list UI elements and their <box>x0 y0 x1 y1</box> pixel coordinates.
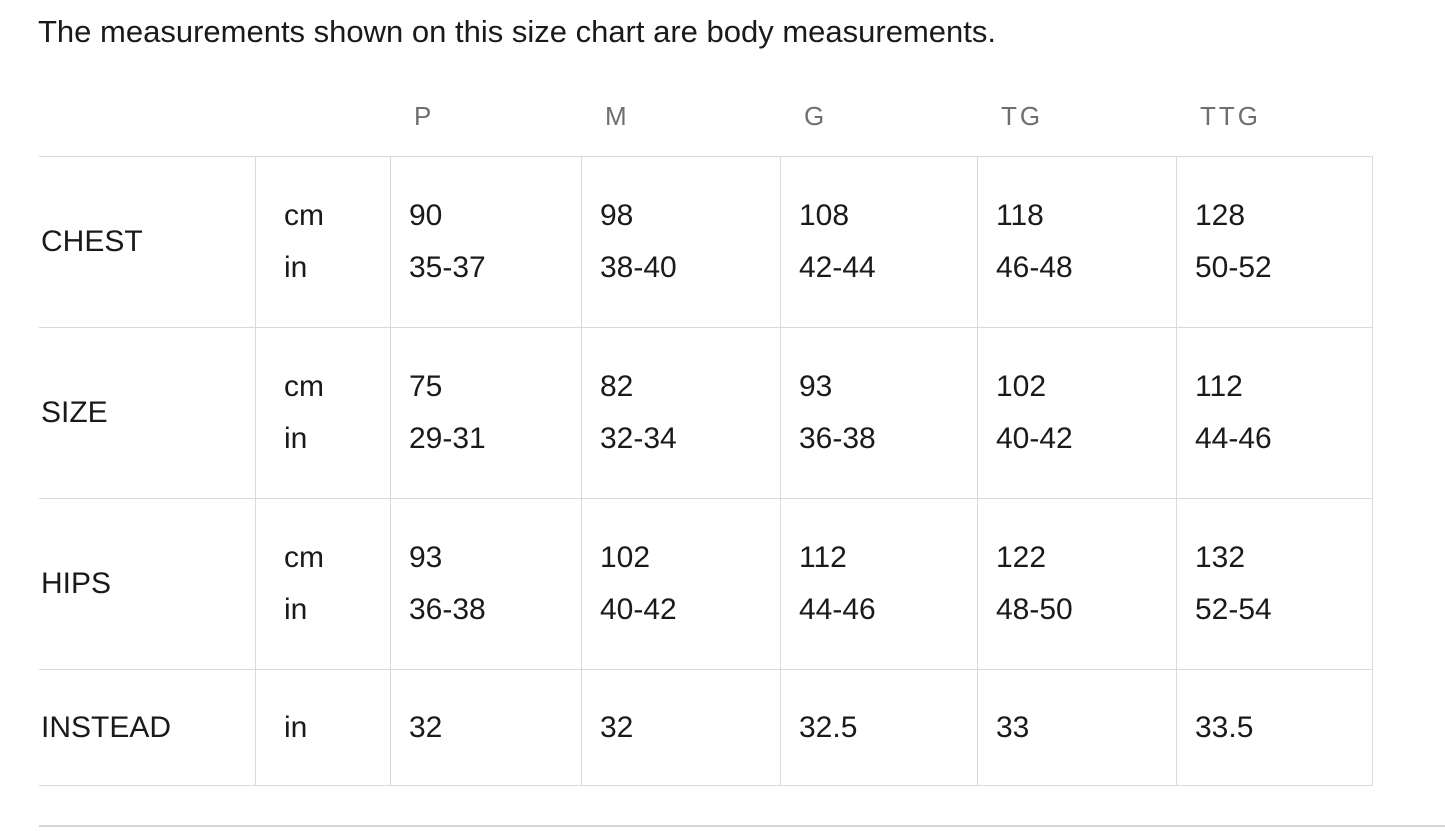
value-in: 32-34 <box>600 422 677 455</box>
unit-cell: cm in <box>255 499 390 669</box>
row-label-text: SIZE <box>41 396 108 429</box>
value-cm: 122 <box>996 541 1047 574</box>
size-header-m: M <box>605 100 630 131</box>
unit-cm: cm <box>284 370 324 403</box>
value-cell-m: 32 <box>581 670 780 785</box>
value-cell-g: 112 44-46 <box>780 499 977 669</box>
value-cm: 112 <box>1195 370 1243 403</box>
value-cell-m: 82 32-34 <box>581 328 780 498</box>
unit-cm: cm <box>284 199 324 232</box>
row-label: INSTEAD <box>39 670 255 785</box>
table-row-chest: CHEST cm in 90 35-37 98 38-40 108 42-44 … <box>39 156 1373 327</box>
value-cell-m: 98 38-40 <box>581 157 780 327</box>
row-label: SIZE <box>39 328 255 498</box>
value-cm: 98 <box>600 199 634 232</box>
bottom-separator-line <box>39 825 1445 827</box>
value-cell-ttg: 33.5 <box>1176 670 1373 785</box>
header-spacer-label <box>39 94 255 138</box>
size-header-p: P <box>414 100 435 131</box>
value-in: 50-52 <box>1195 251 1272 284</box>
size-chart-table: CHEST cm in 90 35-37 98 38-40 108 42-44 … <box>39 156 1373 786</box>
value-cell-p: 93 36-38 <box>390 499 581 669</box>
value-in: 36-38 <box>409 593 486 626</box>
unit-cell: cm in <box>255 328 390 498</box>
value-cm: 108 <box>799 199 850 232</box>
size-header-g: G <box>804 100 828 131</box>
value-in: 44-46 <box>799 593 876 626</box>
row-label: CHEST <box>39 157 255 327</box>
value-in: 40-42 <box>600 593 677 626</box>
size-header-tg: TG <box>1001 100 1044 131</box>
value-cm: 118 <box>996 199 1044 232</box>
value-cm: 128 <box>1195 199 1246 232</box>
unit-in: in <box>284 710 308 744</box>
unit-cell: cm in <box>255 157 390 327</box>
value-cm: 82 <box>600 370 634 403</box>
value-cell-ttg: 128 50-52 <box>1176 157 1373 327</box>
header-spacer-unit <box>255 94 390 138</box>
value-in: 48-50 <box>996 593 1073 626</box>
value-in: 32 <box>409 710 443 744</box>
value-in: 32 <box>600 710 634 744</box>
row-label-text: CHEST <box>41 225 143 258</box>
size-chart-intro-text: The measurements shown on this size char… <box>38 14 997 49</box>
value-cell-g: 93 36-38 <box>780 328 977 498</box>
table-row-hips: HIPS cm in 93 36-38 102 40-42 112 44-46 … <box>39 498 1373 669</box>
value-in: 52-54 <box>1195 593 1272 626</box>
value-in: 32.5 <box>799 710 858 744</box>
value-cm: 75 <box>409 370 443 403</box>
value-cell-p: 90 35-37 <box>390 157 581 327</box>
value-in: 44-46 <box>1195 422 1272 455</box>
value-cell-ttg: 112 44-46 <box>1176 328 1373 498</box>
value-in: 36-38 <box>799 422 876 455</box>
value-cm: 93 <box>799 370 833 403</box>
value-cm: 93 <box>409 541 443 574</box>
value-in: 42-44 <box>799 251 876 284</box>
value-cm: 102 <box>996 370 1047 403</box>
unit-cm: cm <box>284 541 324 574</box>
value-cell-g: 32.5 <box>780 670 977 785</box>
value-in: 33 <box>996 710 1030 744</box>
unit-in: in <box>284 251 308 284</box>
row-label-text: HIPS <box>41 567 112 600</box>
unit-in: in <box>284 593 308 626</box>
value-in: 38-40 <box>600 251 677 284</box>
size-header-row: P M G TG TTG <box>39 94 1373 138</box>
value-cell-ttg: 132 52-54 <box>1176 499 1373 669</box>
value-in: 33.5 <box>1195 710 1254 744</box>
unit-cell: in <box>255 670 390 785</box>
row-label-text: INSTEAD <box>41 710 172 744</box>
value-in: 46-48 <box>996 251 1073 284</box>
value-cm: 102 <box>600 541 651 574</box>
unit-in: in <box>284 422 308 455</box>
value-cell-p: 75 29-31 <box>390 328 581 498</box>
value-cell-tg: 102 40-42 <box>977 328 1176 498</box>
value-in: 40-42 <box>996 422 1073 455</box>
value-cell-tg: 118 46-48 <box>977 157 1176 327</box>
table-row-instead: INSTEAD in 32 32 32.5 33 33.5 <box>39 669 1373 786</box>
value-cm: 112 <box>799 541 847 574</box>
value-cell-g: 108 42-44 <box>780 157 977 327</box>
row-label: HIPS <box>39 499 255 669</box>
value-cm: 132 <box>1195 541 1246 574</box>
size-header-ttg: TTG <box>1200 100 1261 131</box>
value-in: 29-31 <box>409 422 486 455</box>
value-cm: 90 <box>409 199 443 232</box>
value-cell-m: 102 40-42 <box>581 499 780 669</box>
value-cell-tg: 122 48-50 <box>977 499 1176 669</box>
table-row-size: SIZE cm in 75 29-31 82 32-34 93 36-38 10… <box>39 327 1373 498</box>
value-cell-p: 32 <box>390 670 581 785</box>
value-in: 35-37 <box>409 251 486 284</box>
value-cell-tg: 33 <box>977 670 1176 785</box>
